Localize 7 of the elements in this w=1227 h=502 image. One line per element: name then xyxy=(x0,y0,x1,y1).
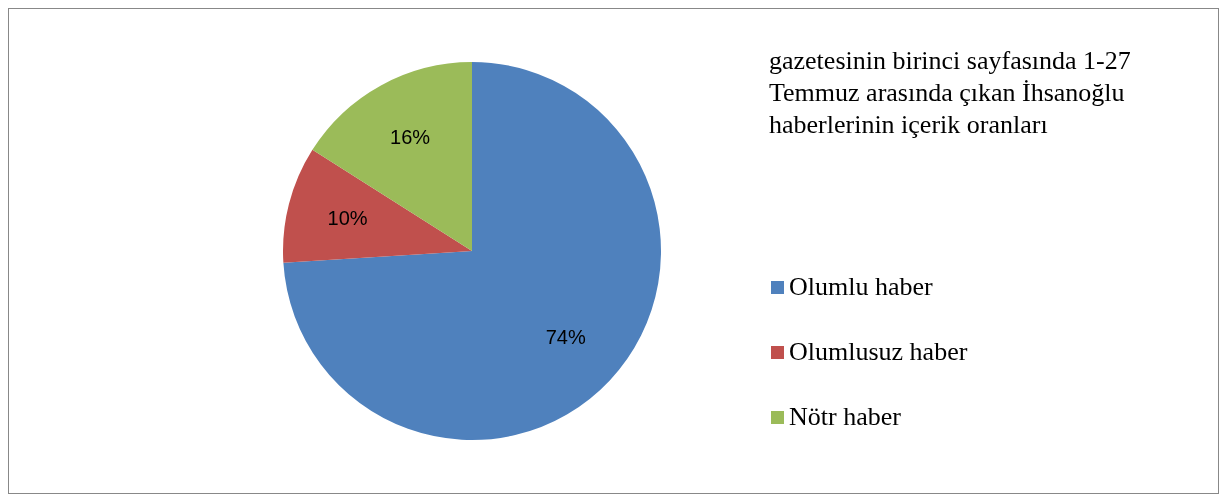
data-label: 74% xyxy=(545,326,586,349)
legend-label: Olumlu haber xyxy=(789,272,933,302)
data-label: 16% xyxy=(390,125,431,148)
text: gazetesinin birinci sayfasında 1-27 Temmuz arasında çıkan İhsanoğlu haberlerinin içerik oranları xyxy=(769,45,1132,141)
legend-label: Nötr haber xyxy=(789,402,901,432)
legend-label: Olumlusuz haber xyxy=(789,337,968,367)
data-label: 10% xyxy=(327,206,368,229)
